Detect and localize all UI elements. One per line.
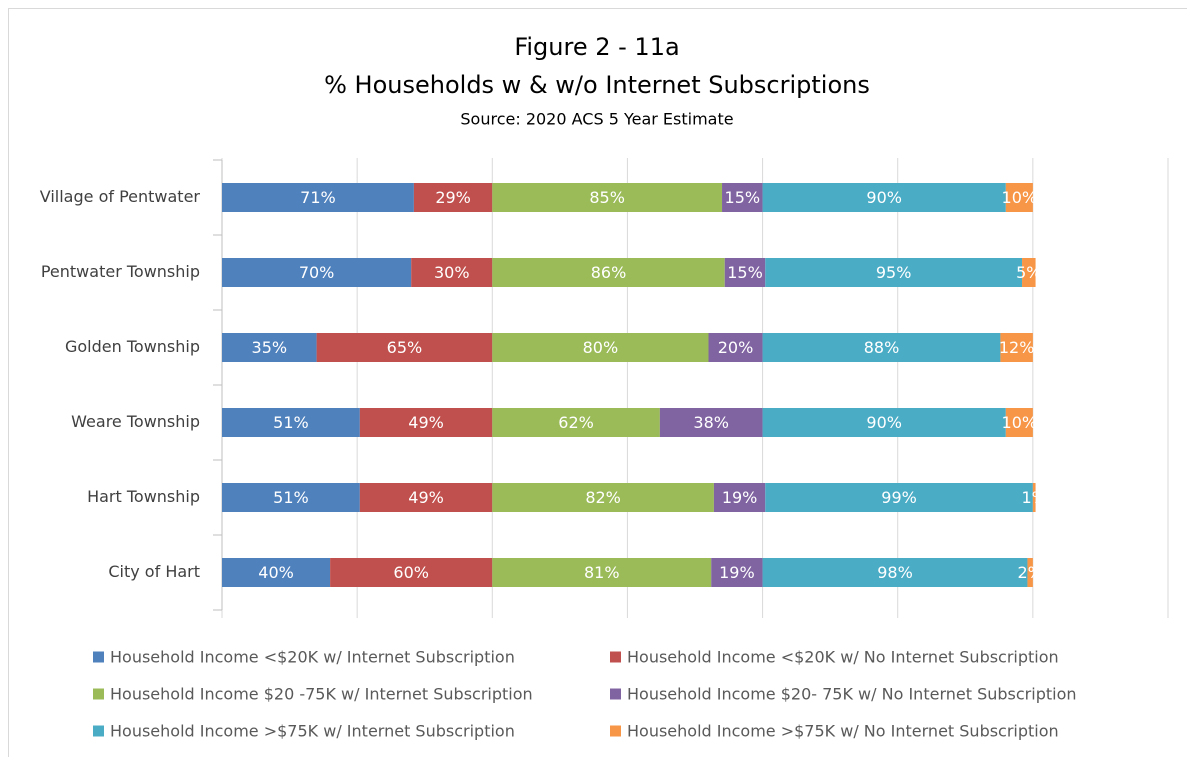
legend-swatch xyxy=(93,725,104,737)
bar-segment xyxy=(492,258,725,287)
bar-segment xyxy=(659,408,763,437)
data-label: 90% xyxy=(866,413,902,432)
legend-label: Household Income >$75K w/ Internet Subsc… xyxy=(110,722,515,741)
data-label: 51% xyxy=(273,488,309,507)
bar-segment xyxy=(330,558,493,587)
data-label: 49% xyxy=(408,413,444,432)
bar-segment xyxy=(222,558,331,587)
data-label: 90% xyxy=(866,188,902,207)
bar-segment xyxy=(492,558,712,587)
bar-segment xyxy=(762,558,1028,587)
bar-segment xyxy=(411,258,493,287)
data-label: 15% xyxy=(727,263,763,282)
data-label: 30% xyxy=(434,263,470,282)
bar-segment xyxy=(222,333,317,362)
bar-segment xyxy=(492,483,714,512)
bar-segment xyxy=(762,408,1006,437)
data-label: 86% xyxy=(591,263,627,282)
legend-swatch xyxy=(93,688,104,700)
bar-segment xyxy=(765,483,1033,512)
bar-segment xyxy=(1000,333,1033,362)
data-label: 95% xyxy=(876,263,912,282)
chart-subtitle: % Households w & w/o Internet Subscripti… xyxy=(324,71,870,99)
bar-segment xyxy=(708,333,763,362)
bar-segment xyxy=(222,183,414,212)
data-label: 19% xyxy=(722,488,758,507)
data-label: 12% xyxy=(999,338,1035,357)
y-tick-label: City of Hart xyxy=(108,562,200,581)
data-label: 1% xyxy=(1022,488,1047,507)
bar-segment xyxy=(1027,558,1033,587)
bar-segment xyxy=(762,183,1006,212)
bar-segment xyxy=(359,408,493,437)
bar-segment xyxy=(222,483,360,512)
data-label: 35% xyxy=(252,338,288,357)
data-label: 71% xyxy=(300,188,336,207)
bar-segment xyxy=(1032,483,1036,512)
y-tick-label: Village of Pentwater xyxy=(40,187,201,206)
bar-segment xyxy=(1022,258,1036,287)
bar-segment xyxy=(713,483,766,512)
bar-segment xyxy=(1005,408,1033,437)
bar-segment xyxy=(492,408,660,437)
data-label: 98% xyxy=(877,563,913,582)
data-label: 38% xyxy=(693,413,729,432)
data-label: 15% xyxy=(725,188,761,207)
legend-swatch xyxy=(610,725,621,737)
bar-segment xyxy=(724,258,766,287)
legend-label: Household Income $20- 75K w/ No Internet… xyxy=(627,685,1077,704)
legend-label: Household Income $20 -75K w/ Internet Su… xyxy=(110,685,533,704)
data-label: 85% xyxy=(589,188,625,207)
bar-segment xyxy=(722,183,763,212)
legend-label: Household Income <$20K w/ No Internet Su… xyxy=(627,648,1059,667)
chart-title: Figure 2 - 11a xyxy=(514,33,679,61)
data-label: 10% xyxy=(1002,188,1038,207)
bar-segment xyxy=(359,483,493,512)
data-label: 62% xyxy=(558,413,594,432)
data-label: 20% xyxy=(718,338,754,357)
data-label: 5% xyxy=(1016,263,1041,282)
bar-segment xyxy=(711,558,763,587)
bar-segment xyxy=(316,333,493,362)
data-label: 19% xyxy=(719,563,755,582)
data-label: 70% xyxy=(299,263,335,282)
legend-label: Household Income <$20K w/ Internet Subsc… xyxy=(110,648,515,667)
data-label: 81% xyxy=(584,563,620,582)
bar-segment xyxy=(762,333,1001,362)
bar-segment xyxy=(222,408,360,437)
data-label: 88% xyxy=(864,338,900,357)
bar-segment xyxy=(492,183,723,212)
data-label: 65% xyxy=(387,338,423,357)
data-label: 82% xyxy=(585,488,621,507)
bar-segment xyxy=(222,258,412,287)
data-label: 51% xyxy=(273,413,309,432)
data-label: 40% xyxy=(258,563,294,582)
legend-swatch xyxy=(93,651,104,663)
data-label: 80% xyxy=(583,338,619,357)
data-label: 49% xyxy=(408,488,444,507)
y-tick-label: Weare Township xyxy=(71,412,200,431)
data-label: 10% xyxy=(1002,413,1038,432)
data-label: 60% xyxy=(393,563,429,582)
chart-frame xyxy=(8,8,1187,757)
bar-segment xyxy=(413,183,493,212)
data-label: 2% xyxy=(1017,563,1042,582)
y-tick-label: Pentwater Township xyxy=(41,262,200,281)
chart-source: Source: 2020 ACS 5 Year Estimate xyxy=(460,110,733,129)
bar-segment xyxy=(492,333,709,362)
legend-swatch xyxy=(610,688,621,700)
y-tick-label: Hart Township xyxy=(87,487,200,506)
data-label: 29% xyxy=(435,188,471,207)
y-tick-label: Golden Township xyxy=(65,337,200,356)
bar-segment xyxy=(765,258,1023,287)
data-label: 99% xyxy=(881,488,917,507)
legend-label: Household Income >$75K w/ No Internet Su… xyxy=(627,722,1059,741)
legend-swatch xyxy=(610,651,621,663)
bar-segment xyxy=(1005,183,1033,212)
